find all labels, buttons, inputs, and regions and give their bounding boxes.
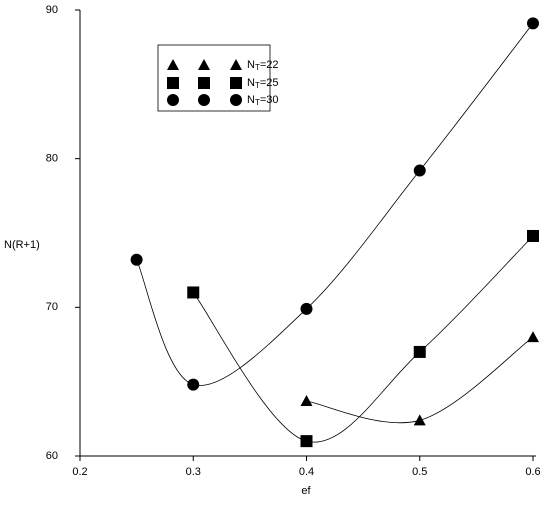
x-tick-label: 0.2 [72, 466, 87, 478]
legend-box [157, 44, 271, 112]
legend-marker [230, 94, 242, 106]
legend-marker [230, 59, 242, 70]
x-tick-label: 0.4 [299, 466, 314, 478]
x-tick-label: 0.5 [412, 466, 427, 478]
legend-label: NT=22 [247, 59, 279, 72]
legend-label: NT=25 [247, 77, 279, 90]
legend-marker [198, 77, 210, 89]
marker [527, 17, 539, 30]
legend-marker [198, 94, 210, 106]
marker [413, 345, 426, 358]
marker [527, 229, 539, 242]
y-tick-label: 80 [46, 153, 58, 165]
marker [187, 378, 200, 391]
series-line [192, 235, 534, 443]
y-tick-label: 90 [46, 4, 58, 16]
y-axis-label: N(R+1) [4, 239, 40, 251]
marker [413, 414, 426, 426]
marker [300, 394, 313, 406]
legend-label: NT=30 [247, 94, 279, 107]
x-tick-label: 0.3 [186, 466, 201, 478]
marker [187, 286, 200, 299]
series-line [136, 23, 534, 386]
legend-marker [167, 59, 179, 70]
x-tick-label: 0.6 [525, 466, 540, 478]
legend-marker [167, 77, 179, 89]
marker [527, 331, 539, 343]
x-axis-label: ef [301, 485, 311, 497]
legend-marker [167, 94, 179, 106]
marker [413, 164, 426, 177]
marker [300, 435, 313, 448]
marker [300, 302, 313, 315]
y-tick-label: 60 [46, 450, 58, 462]
marker [130, 253, 143, 266]
legend-marker [230, 77, 242, 89]
y-tick-label: 70 [46, 301, 58, 313]
legend-marker [198, 59, 210, 70]
